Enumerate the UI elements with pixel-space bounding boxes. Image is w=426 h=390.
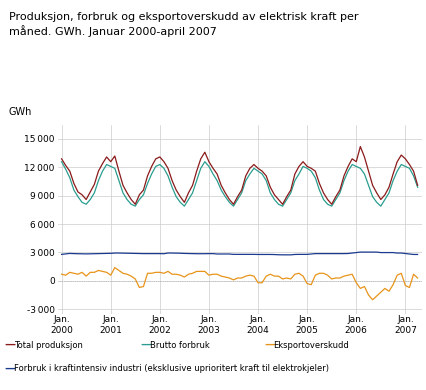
Text: —: — [141,340,152,350]
Text: Produksjon, forbruk og eksportoverskudd av elektrisk kraft per
måned. GWh. Janua: Produksjon, forbruk og eksportoverskudd … [9,12,358,37]
Text: GWh: GWh [9,107,32,117]
Text: —: — [264,340,275,350]
Text: —: — [4,340,15,350]
Text: Brutto forbruk: Brutto forbruk [150,340,210,350]
Text: Forbruk i kraftintensiv industri (eksklusive uprioritert kraft til elektrokjeler: Forbruk i kraftintensiv industri (eksklu… [14,364,328,373]
Text: Total produksjon: Total produksjon [14,340,83,350]
Text: Eksportoverskudd: Eksportoverskudd [273,340,349,350]
Text: —: — [4,363,15,374]
